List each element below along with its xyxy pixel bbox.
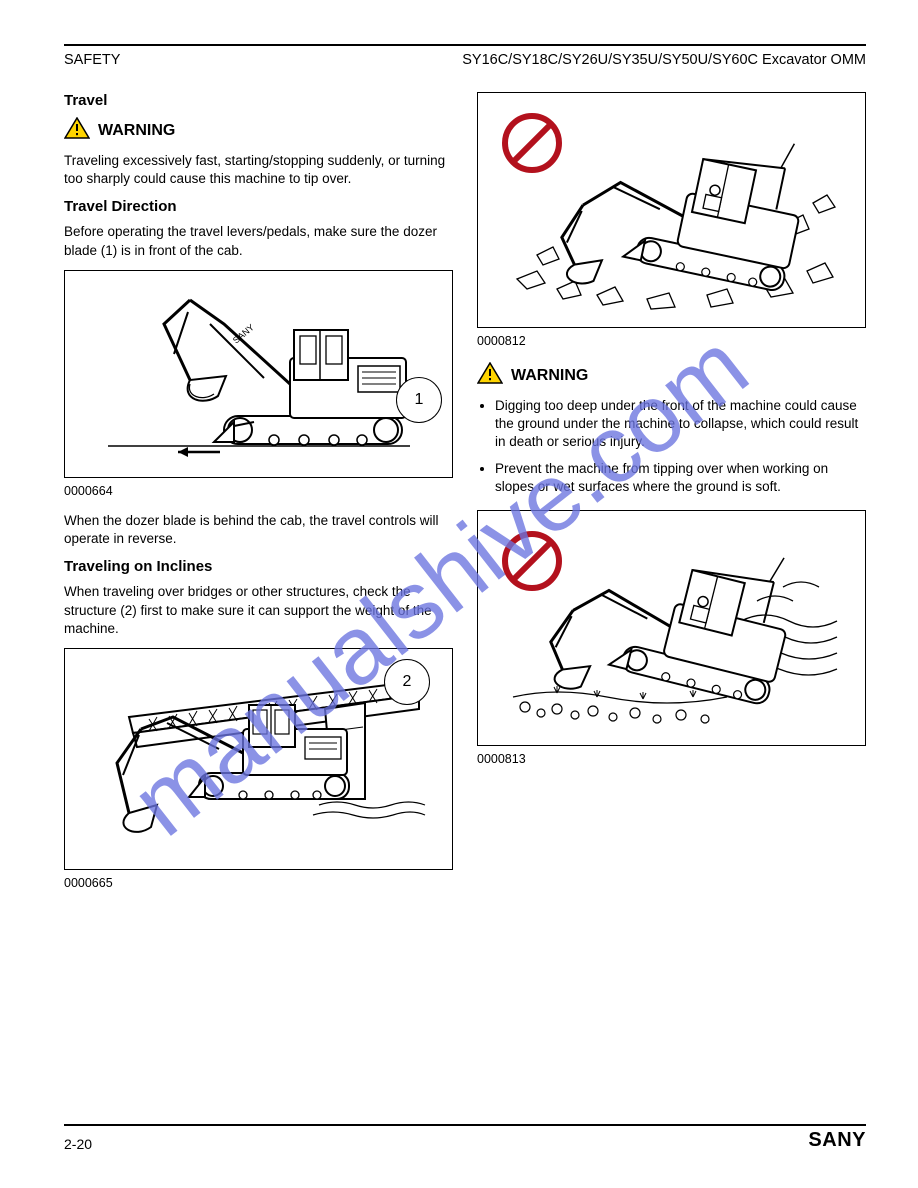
- warning-heading-1: WARNING: [64, 117, 453, 144]
- warning-triangle-icon: [64, 117, 90, 144]
- callout-2: 2: [384, 659, 430, 705]
- warning-triangle-icon: [477, 362, 503, 389]
- figure-caption-1: 0000664: [64, 484, 453, 498]
- figure-soft-ground-hazard: [477, 510, 866, 746]
- brand-mark: SANY: [808, 1129, 866, 1152]
- warning-item-1: Digging too deep under the front of the …: [495, 397, 866, 452]
- section-title-inclines: Traveling on Inclines: [64, 558, 453, 575]
- figure-bridge: 2: [64, 648, 453, 870]
- page: SAFETY SY16C/SY18C/SY26U/SY35U/SY50U/SY6…: [0, 0, 918, 1188]
- excavator-bridge-illustration: [89, 659, 429, 859]
- prohibit-icon: [500, 111, 564, 175]
- footer-row: 2-20 SANY: [64, 1129, 866, 1152]
- warning-item-2: Prevent the machine from tipping over wh…: [495, 460, 866, 496]
- right-column: 0000812 WARNING Digging too deep under t…: [477, 88, 866, 904]
- warning-label: WARNING: [511, 367, 588, 385]
- bottom-rule: [64, 1124, 866, 1126]
- page-number: 2-20: [64, 1136, 92, 1152]
- figure-debris-hazard: [477, 92, 866, 328]
- warning-label: WARNING: [98, 122, 175, 140]
- top-rule: [64, 44, 866, 46]
- header-row: SAFETY SY16C/SY18C/SY26U/SY35U/SY50U/SY6…: [64, 52, 866, 68]
- figure-caption-3: 0000812: [477, 334, 866, 348]
- warning-list: Digging too deep under the front of the …: [477, 397, 866, 496]
- section-title-travel-direction: Travel Direction: [64, 198, 453, 215]
- excavator-side-illustration: SANY: [94, 284, 424, 464]
- section-title-travel: Travel: [64, 92, 453, 109]
- para-blade-front: Before operating the travel levers/pedal…: [64, 223, 453, 259]
- para-blade-behind: When the dozer blade is behind the cab, …: [64, 512, 453, 548]
- columns: Travel WARNING Traveling excessively fas…: [64, 88, 866, 904]
- figure-caption-2: 0000665: [64, 876, 453, 890]
- header-right: SY16C/SY18C/SY26U/SY35U/SY50U/SY60C Exca…: [462, 52, 866, 68]
- header-left: SAFETY: [64, 52, 120, 68]
- callout-1: 1: [396, 377, 442, 423]
- figure-travel-direction: SANY 1: [64, 270, 453, 478]
- warning-body-1: Traveling excessively fast, starting/sto…: [64, 152, 453, 188]
- left-column: Travel WARNING Traveling excessively fas…: [64, 88, 453, 904]
- para-bridges: When traveling over bridges or other str…: [64, 583, 453, 638]
- warning-heading-2: WARNING: [477, 362, 866, 389]
- figure-caption-4: 0000813: [477, 752, 866, 766]
- prohibit-icon: [500, 529, 564, 593]
